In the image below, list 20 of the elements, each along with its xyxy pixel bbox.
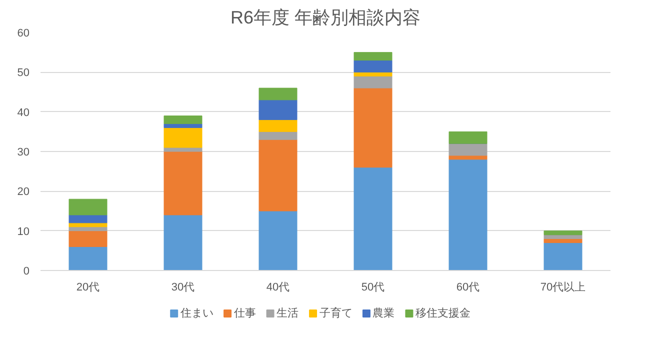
legend-label: 生活 — [276, 306, 299, 320]
chart-title: R6年度 年齢別相談内容 — [230, 8, 421, 28]
y-tick-label: 20 — [17, 186, 30, 198]
legend-label: 住まい — [180, 308, 214, 320]
y-tick-label: 30 — [17, 146, 30, 158]
x-tick-label: 20代 — [76, 282, 100, 294]
x-tick-label: 30代 — [171, 282, 195, 294]
legend-label: 仕事 — [234, 306, 256, 320]
legend-label: 農業 — [372, 306, 395, 320]
x-tick-label: 40代 — [266, 282, 290, 294]
x-tick-label: 50代 — [361, 282, 385, 294]
y-tick-label: 50 — [17, 67, 30, 80]
legend-label: 移住支援金 — [415, 306, 470, 320]
y-tick-label: 60 — [17, 28, 30, 40]
y-tick-label: 10 — [17, 226, 30, 238]
y-tick-label: 40 — [17, 106, 30, 119]
x-tick-label: 60代 — [456, 282, 480, 294]
y-tick-label: 0 — [23, 266, 30, 278]
legend-label: 子育て — [319, 306, 352, 320]
x-tick-label: 70代以上 — [540, 280, 586, 294]
